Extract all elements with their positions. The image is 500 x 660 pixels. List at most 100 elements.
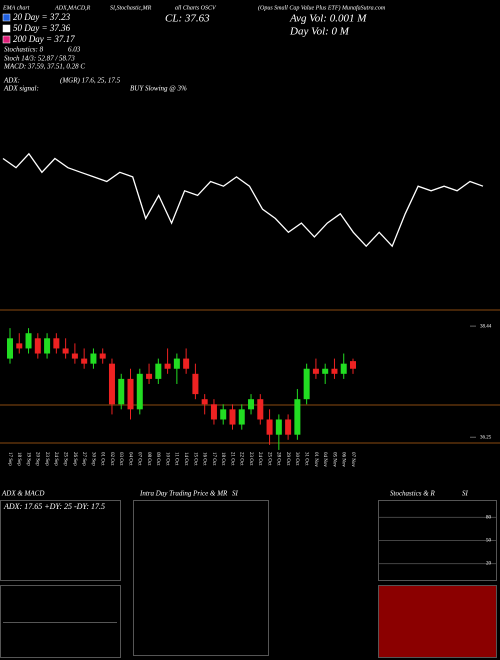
adx-value: (MGR) 17.6, 25, 17.5 xyxy=(60,77,121,85)
header-item: ADX,MACD,R xyxy=(54,5,91,11)
x-tick-label: 17 Oct xyxy=(211,452,216,466)
candle-body xyxy=(7,338,13,359)
candle-body xyxy=(312,368,319,374)
legend-label: 50 Day = 37.36 xyxy=(13,23,71,33)
legend-swatch xyxy=(2,13,11,22)
x-tick-label: 28 Oct xyxy=(276,452,281,466)
candle-body xyxy=(146,373,153,379)
candle-body xyxy=(155,363,162,379)
panel-subtitle: SI xyxy=(232,490,239,498)
si-panel xyxy=(378,585,497,658)
x-tick-label: 30 Oct xyxy=(294,452,299,466)
x-tick-label: 25 Oct xyxy=(266,452,271,466)
y-tick-label: 38.44 xyxy=(480,324,492,329)
x-tick-label: 14 Oct xyxy=(183,452,188,466)
x-tick-label: 01 Nov xyxy=(313,452,318,467)
close-label: CL: 37.63 xyxy=(165,13,210,25)
x-tick-label: 30 Sep xyxy=(90,452,95,466)
candle-body xyxy=(238,409,245,425)
x-tick-label: 31 Oct xyxy=(304,452,309,466)
price-line xyxy=(2,152,484,248)
candle-body xyxy=(81,358,88,364)
candle-body xyxy=(44,338,51,354)
stoch-value: 6.03 xyxy=(68,46,81,54)
x-tick-label: 18 Sep xyxy=(16,452,21,466)
candle-body xyxy=(275,419,282,435)
header-item: (Opus Small Cap Value Plus ETF) MunafaSu… xyxy=(258,4,386,11)
x-tick-label: 16 Oct xyxy=(202,452,207,466)
legend-label: 200 Day = 37.17 xyxy=(13,34,75,44)
stoch-label: Stochastics: 8 xyxy=(4,46,44,54)
x-tick-label: 11 Oct xyxy=(174,452,179,466)
adx-signal: BUY Slowing @ 3% xyxy=(130,85,187,93)
panel-title: Intra Day Trading Price & MR xyxy=(139,490,228,498)
x-tick-label: 09 Oct xyxy=(155,452,160,466)
candle-body xyxy=(210,404,217,420)
candle-body xyxy=(331,368,338,374)
x-tick-label: 26 Sep xyxy=(72,452,77,466)
candle-body xyxy=(99,353,106,359)
candle-body xyxy=(285,419,292,435)
y-tick-label: 20 xyxy=(486,562,492,567)
candle-body xyxy=(303,368,310,400)
x-tick-label: 08 Oct xyxy=(146,452,151,466)
macd-panel xyxy=(0,585,121,658)
x-tick-label: 27 Sep xyxy=(81,452,86,466)
candle-body xyxy=(248,399,255,410)
y-tick-label: 36.25 xyxy=(480,435,492,440)
x-tick-label: 17 Sep xyxy=(7,452,12,466)
adx-signal-label: ADX signal: xyxy=(3,85,39,93)
x-tick-label: 24 Sep xyxy=(53,452,58,466)
x-tick-label: 04 Nov xyxy=(322,452,327,467)
day-vol: Day Vol: 0 M xyxy=(289,26,350,38)
x-tick-label: 21 Oct xyxy=(229,452,234,466)
candle-body xyxy=(16,343,23,349)
x-tick-label: 07 Nov xyxy=(350,452,355,467)
intraday-panel xyxy=(133,500,269,656)
avg-vol: Avg Vol: 0.001 M xyxy=(289,13,367,25)
candle-body xyxy=(71,353,78,359)
header-item: all Charts OSCV xyxy=(175,5,217,11)
candle-body xyxy=(229,409,236,425)
adx-label: ADX: xyxy=(3,77,20,85)
candle-body xyxy=(25,333,32,349)
x-tick-label: 23 Sep xyxy=(44,452,49,466)
candle-body xyxy=(34,338,41,354)
candle-body xyxy=(136,373,143,410)
x-tick-label: 20 Sep xyxy=(35,452,40,466)
legend-swatch xyxy=(2,24,11,33)
x-tick-label: 05 Nov xyxy=(331,452,336,467)
x-tick-label: 04 Oct xyxy=(127,452,132,466)
x-tick-label: 22 Oct xyxy=(239,452,244,466)
x-tick-label: 23 Oct xyxy=(248,452,253,466)
x-tick-label: 06 Nov xyxy=(341,452,346,467)
x-tick-label: 25 Sep xyxy=(62,452,67,466)
x-tick-label: 24 Oct xyxy=(257,452,262,466)
candle-body xyxy=(53,338,60,349)
candle-body xyxy=(118,378,125,405)
x-tick-label: 03 Oct xyxy=(118,452,123,466)
macd-line: MACD: 37.59, 37.51, 0.28 C xyxy=(3,63,85,71)
candle-body xyxy=(350,361,356,369)
candle-body xyxy=(192,373,199,395)
candle-body xyxy=(201,399,208,405)
candle-body xyxy=(322,368,329,374)
candle-body xyxy=(220,409,227,420)
y-tick-label: 50 xyxy=(486,539,492,544)
candle-body xyxy=(183,358,190,369)
x-tick-label: 01 Oct xyxy=(100,452,105,466)
candle-body xyxy=(257,399,264,420)
header-item: EMA chart xyxy=(2,5,30,11)
candle-body xyxy=(294,399,301,435)
candle-body xyxy=(62,348,69,354)
header-item: SI,Stochastic,MR xyxy=(110,5,152,11)
adx-label: ADX: 17.65 +DY: 25 -DY: 17.5 xyxy=(3,502,105,511)
candle-body xyxy=(266,419,273,435)
x-tick-label: 29 Oct xyxy=(285,452,290,466)
x-tick-label: 02 Oct xyxy=(109,452,114,466)
legend-label: 20 Day = 37.23 xyxy=(13,12,71,22)
candle-body xyxy=(340,363,347,374)
adx-panel xyxy=(0,500,121,581)
x-tick-label: 18 Oct xyxy=(220,452,225,466)
